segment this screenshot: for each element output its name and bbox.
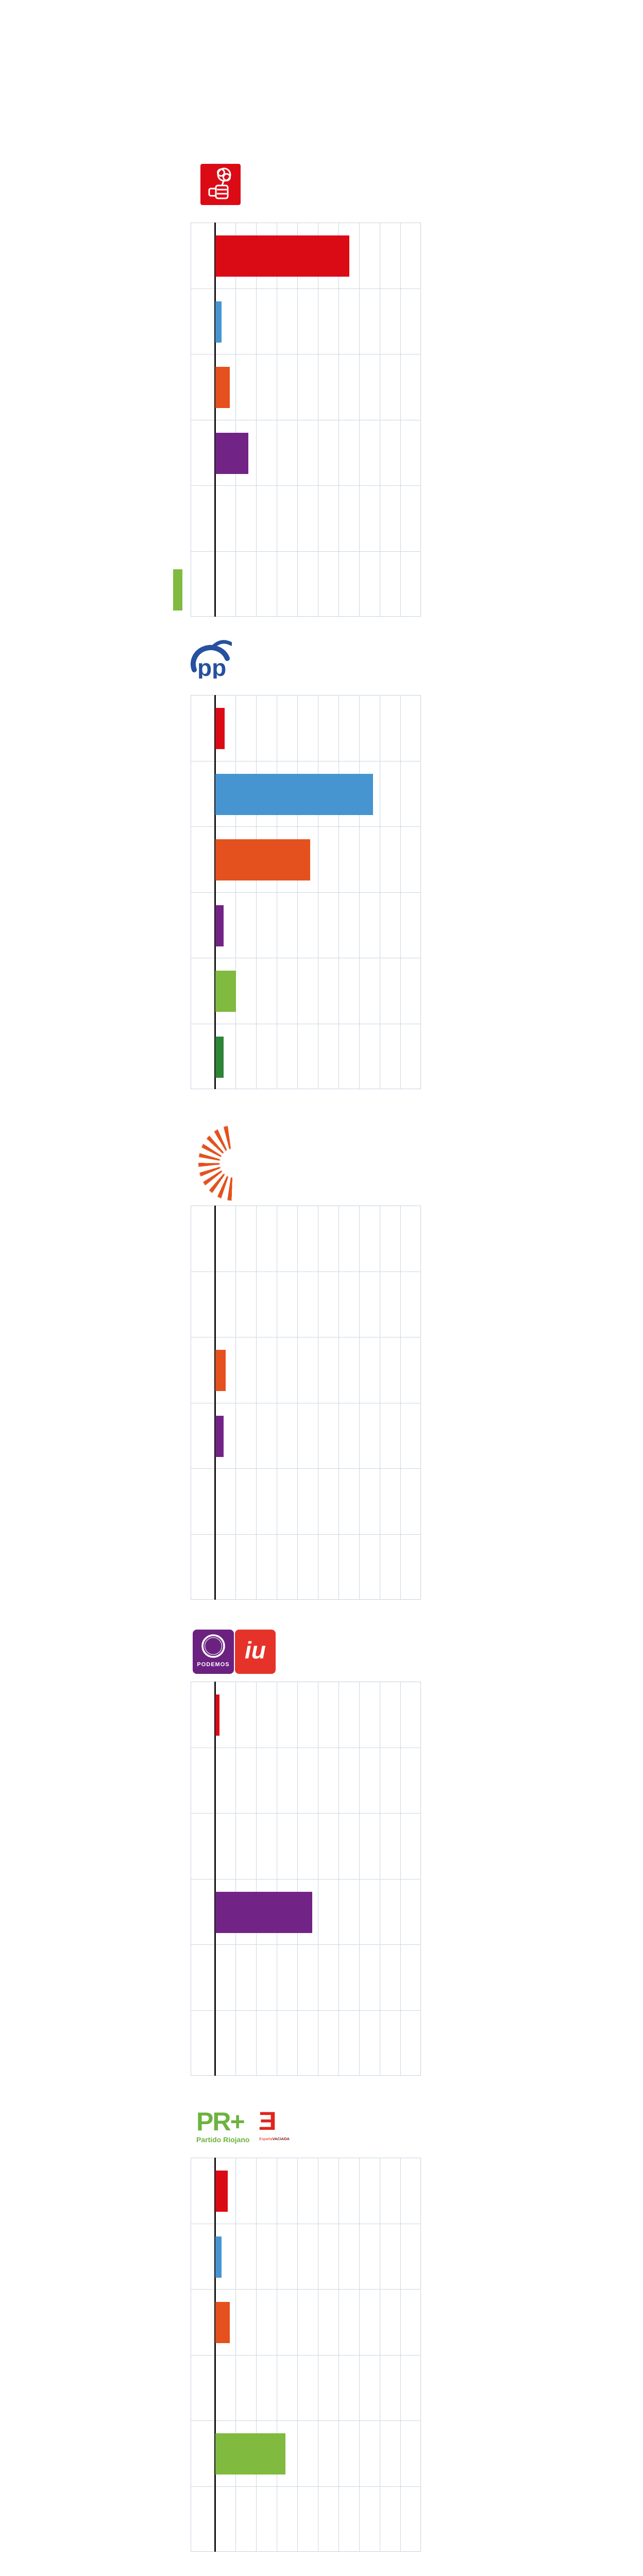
psoe-fist-rose-icon — [208, 167, 231, 199]
podemos-logo-icon: PODEMOS — [193, 1630, 234, 1674]
grid-vline — [400, 223, 401, 617]
pp-logo-text: pp — [197, 654, 226, 679]
grid-vline — [235, 1682, 236, 2076]
bar-podemos-iu — [215, 1416, 224, 1457]
grid-hline — [191, 2486, 421, 2487]
bar-psoe — [215, 2171, 228, 2212]
grid-vline — [297, 695, 298, 1089]
bar-cs — [215, 839, 310, 880]
grid-vline — [256, 1206, 257, 1600]
grid-vline — [235, 695, 236, 1089]
chart-ciudadanos — [191, 1206, 421, 1600]
chart-prplus — [191, 2158, 421, 2552]
bar-pr+ — [215, 971, 236, 1012]
grid-vline — [400, 2158, 401, 2552]
prplus-logo-text: PR+ — [196, 2107, 245, 2136]
bar-cs — [215, 2302, 230, 2343]
bar-podemos-iu — [215, 905, 224, 946]
grid-vline — [359, 695, 360, 1089]
chart-frame — [191, 1682, 421, 2076]
grid-hline — [191, 485, 421, 486]
grid-hline — [191, 2420, 421, 2421]
grid-vline — [359, 1682, 360, 2076]
bar-pr+ — [215, 2433, 285, 2475]
espana-text: España — [259, 2137, 273, 2141]
chart-psoe — [173, 223, 421, 617]
grid-vline — [256, 695, 257, 1089]
bar-cs — [215, 367, 230, 408]
prplus-logo: PR+ Partido Riojano — [196, 2107, 261, 2148]
bar-psoe — [215, 1694, 219, 1736]
grid-vline — [297, 1206, 298, 1600]
chart-frame — [191, 1206, 421, 1600]
anomalous-detached-bar — [173, 569, 182, 611]
grid-vline — [256, 223, 257, 617]
podemos-circle-icon — [201, 1634, 225, 1658]
grid-hline — [191, 1813, 421, 1814]
chart-frame — [191, 223, 421, 617]
pp-logo-icon: pp — [184, 638, 233, 681]
grid-vline — [400, 1206, 401, 1600]
bar-podemos-iu — [215, 1892, 312, 1933]
bar-cs — [215, 1350, 226, 1391]
grid-vline — [359, 1206, 360, 1600]
bar-psoe — [215, 708, 225, 749]
vaciada-text: VACIADA — [272, 2137, 290, 2141]
grid-vline — [256, 2158, 257, 2552]
grid-hline — [191, 892, 421, 893]
grid-vline — [235, 2158, 236, 2552]
chart-podemos-iu — [191, 1682, 421, 2076]
grid-vline — [400, 1682, 401, 2076]
grid-vline — [297, 1682, 298, 2076]
grid-hline — [191, 826, 421, 827]
chart-frame — [191, 695, 421, 1089]
zero-axis-line — [214, 1206, 216, 1600]
zero-axis-line — [214, 2158, 216, 2552]
grid-vline — [235, 223, 236, 617]
iu-logo-icon: iu — [235, 1630, 276, 1674]
psoe-logo-icon — [200, 164, 241, 205]
grid-hline — [191, 1944, 421, 1945]
iu-logo-text: iu — [245, 1637, 266, 1664]
grid-vline — [359, 223, 360, 617]
bar-podemos-iu — [215, 433, 248, 474]
grid-vline — [400, 695, 401, 1089]
chart-pp — [191, 695, 421, 1089]
prplus-logo-subtext: Partido Riojano — [196, 2136, 250, 2144]
pp-gaviota-icon: pp — [190, 640, 233, 681]
bar-pp — [215, 2236, 222, 2278]
grid-hline — [191, 2010, 421, 2011]
podemos-logo-text: PODEMOS — [197, 1662, 230, 1668]
grid-hline — [191, 1468, 421, 1469]
grid-hline — [191, 2289, 421, 2290]
bar-vox — [215, 1037, 224, 1078]
grid-vline — [297, 223, 298, 617]
ciudadanos-logo-icon — [197, 1125, 233, 1201]
chart-frame — [191, 2158, 421, 2552]
grid-vline — [359, 2158, 360, 2552]
espana-vaciada-logo-subtext: EspañaVACIADA — [259, 2137, 290, 2141]
bar-pp — [215, 774, 373, 815]
zero-axis-line — [214, 1682, 216, 2076]
grid-vline — [235, 1206, 236, 1600]
grid-vline — [297, 2158, 298, 2552]
bar-psoe — [215, 235, 349, 277]
espana-vaciada-logo-glyph: Ǝ — [258, 2107, 277, 2136]
zero-axis-line — [214, 223, 216, 617]
grid-hline — [191, 551, 421, 552]
zero-axis-line — [214, 695, 216, 1089]
espana-vaciada-logo: Ǝ EspañaVACIADA — [258, 2107, 290, 2149]
grid-hline — [191, 1534, 421, 1535]
grid-vline — [256, 1682, 257, 2076]
bar-pp — [215, 301, 222, 343]
